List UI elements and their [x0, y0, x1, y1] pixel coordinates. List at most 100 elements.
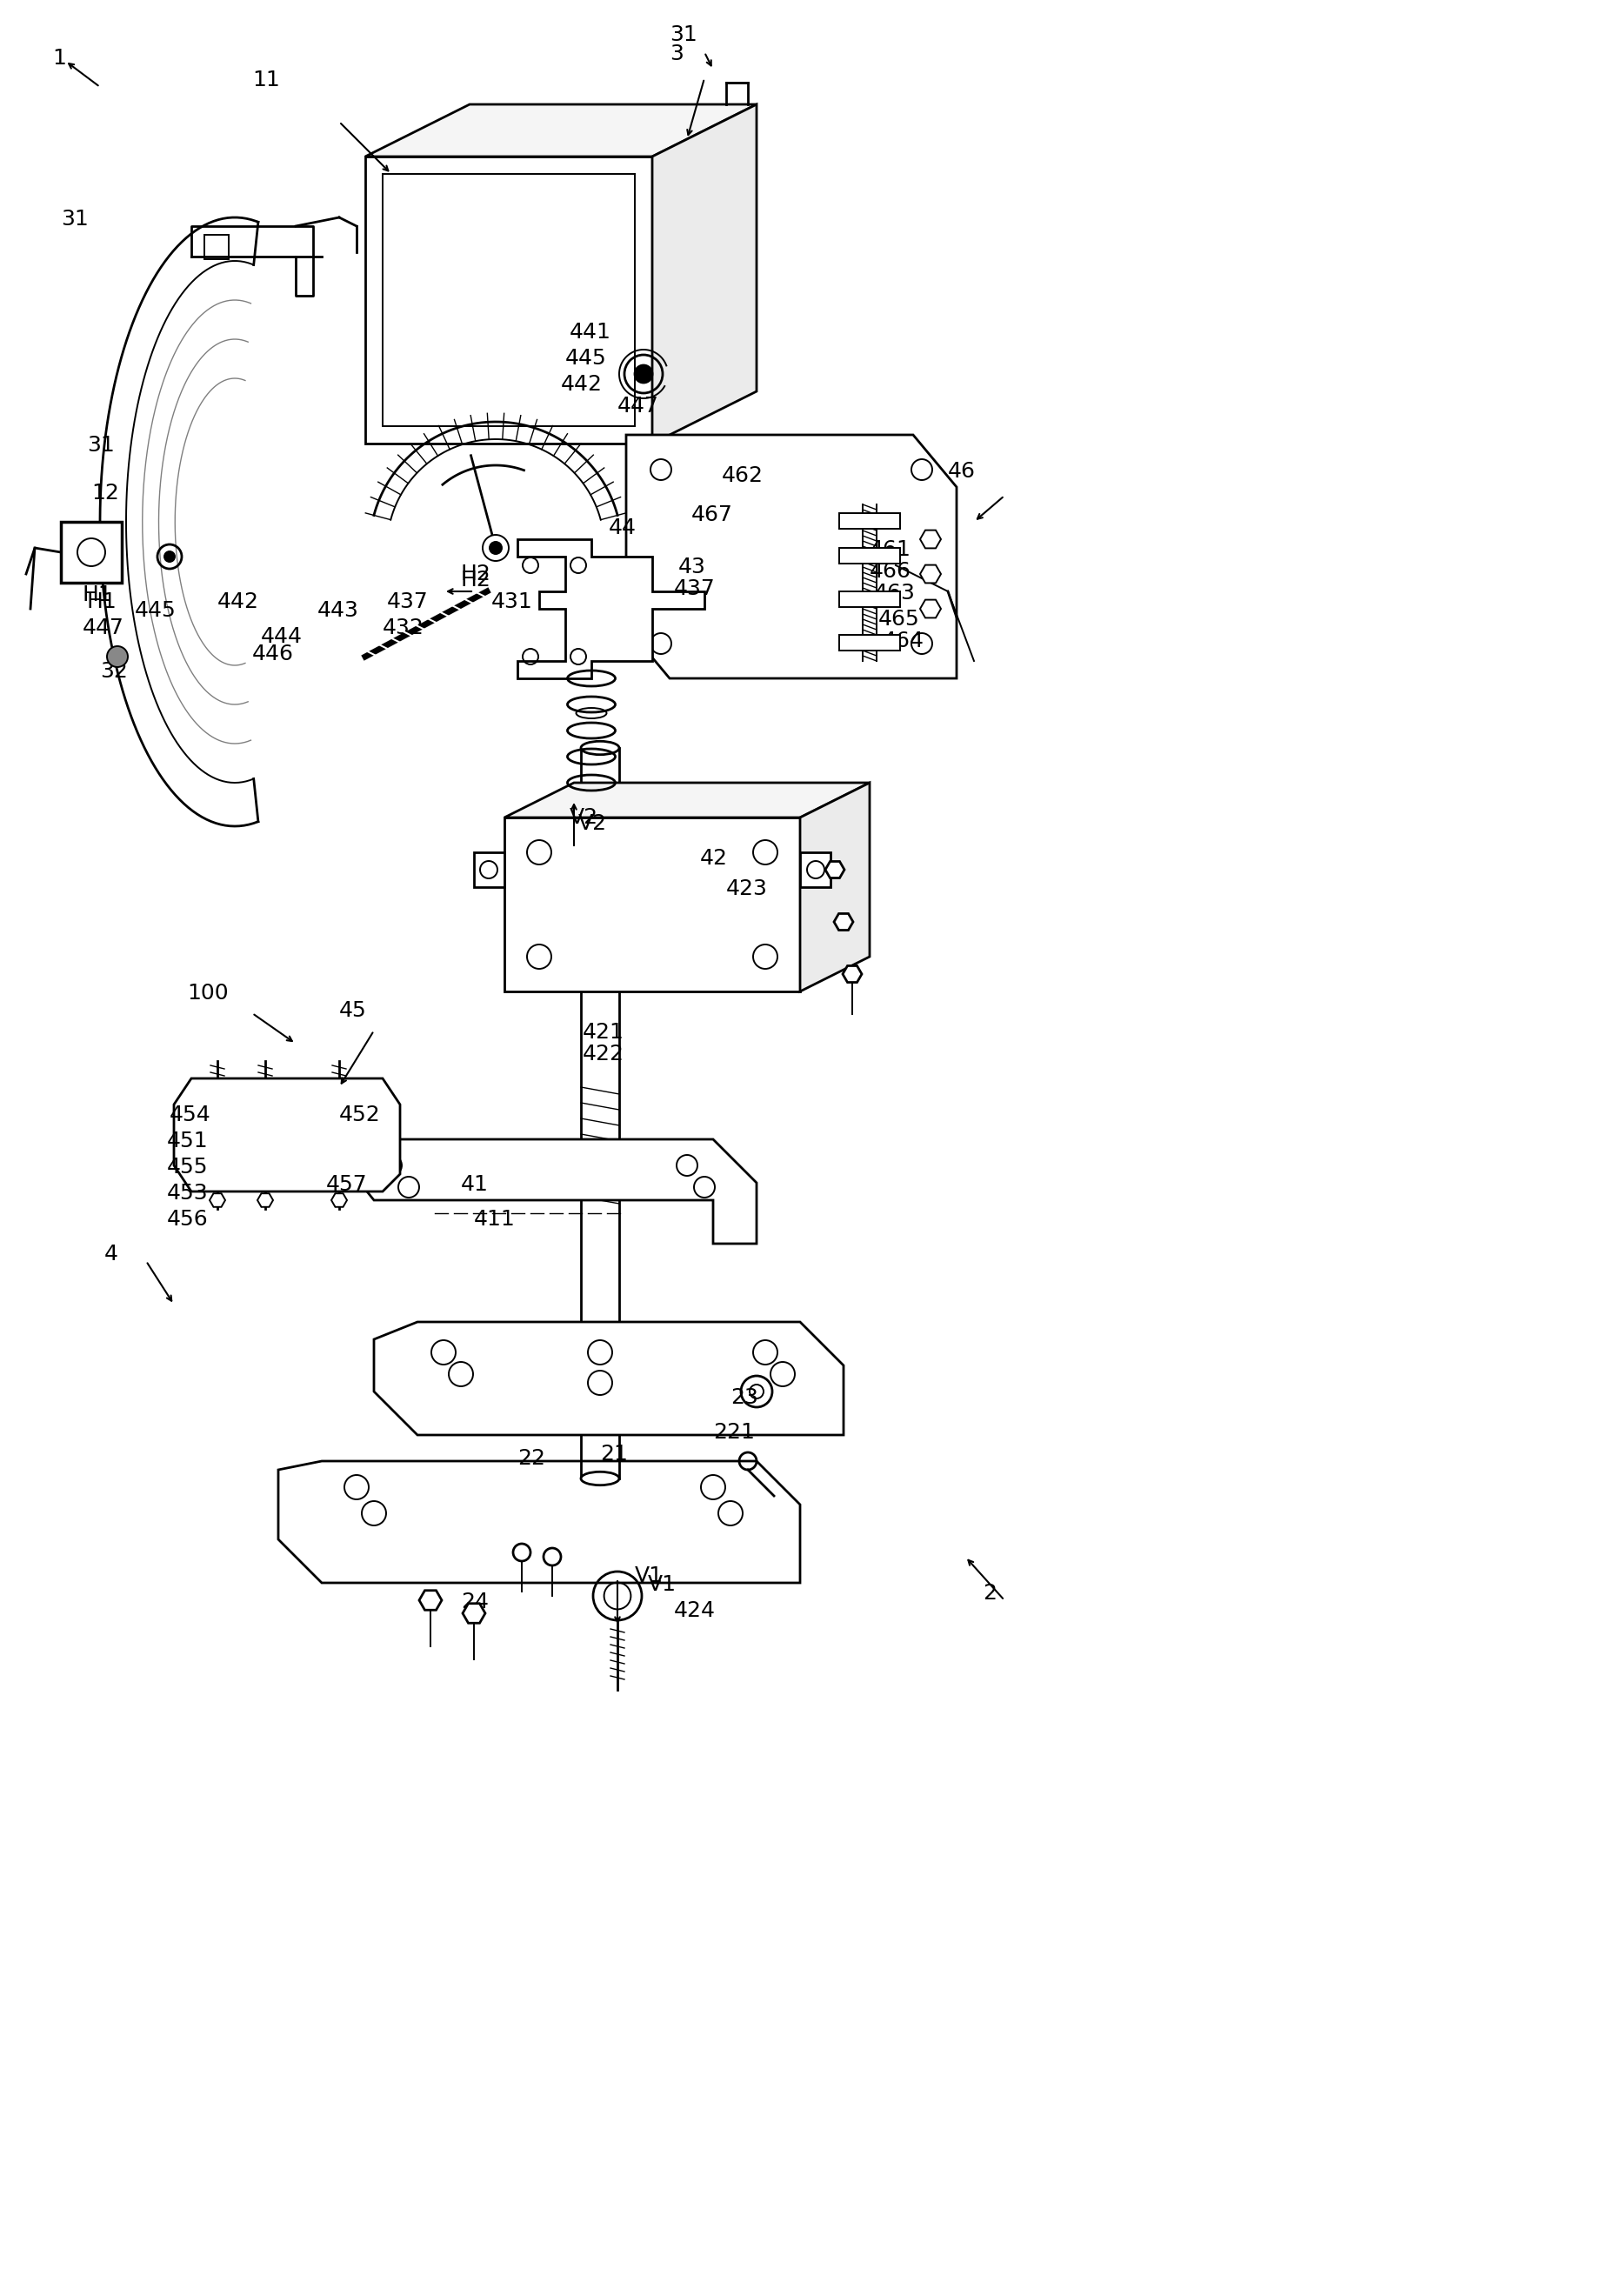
Circle shape	[636, 365, 652, 383]
Polygon shape	[375, 1322, 844, 1435]
Polygon shape	[921, 599, 941, 618]
Text: 464: 464	[882, 631, 924, 652]
Polygon shape	[839, 512, 900, 528]
Polygon shape	[279, 1460, 800, 1582]
Text: 46: 46	[948, 461, 975, 482]
Text: 411: 411	[474, 1210, 516, 1231]
Circle shape	[490, 542, 501, 553]
Circle shape	[107, 645, 128, 668]
Text: V1: V1	[648, 1575, 677, 1596]
Text: H1: H1	[83, 585, 112, 606]
Text: 21: 21	[600, 1444, 628, 1465]
Text: 432: 432	[383, 618, 424, 638]
Polygon shape	[365, 103, 757, 156]
Text: 42: 42	[700, 847, 728, 868]
Text: 444: 444	[261, 627, 303, 647]
Text: 421: 421	[583, 1022, 624, 1042]
Polygon shape	[504, 783, 869, 817]
Ellipse shape	[581, 742, 620, 755]
Text: 3: 3	[669, 44, 684, 64]
Polygon shape	[652, 103, 757, 443]
Bar	[205, 234, 229, 259]
Text: 447: 447	[618, 395, 660, 416]
Text: 466: 466	[869, 560, 911, 581]
Text: H1: H1	[86, 592, 117, 613]
Text: 452: 452	[339, 1104, 381, 1125]
Polygon shape	[258, 1194, 274, 1208]
Text: 11: 11	[253, 69, 280, 90]
Text: 457: 457	[327, 1173, 368, 1194]
Text: 463: 463	[874, 583, 916, 604]
Text: 437: 437	[674, 579, 716, 599]
Text: 24: 24	[461, 1591, 488, 1612]
Text: 451: 451	[167, 1130, 208, 1153]
Text: 437: 437	[387, 592, 429, 613]
Text: 23: 23	[730, 1387, 759, 1407]
Text: 431: 431	[492, 592, 533, 613]
Text: 453: 453	[167, 1182, 208, 1203]
Text: 100: 100	[187, 983, 229, 1003]
Polygon shape	[626, 434, 957, 677]
Polygon shape	[839, 636, 900, 650]
Text: 43: 43	[679, 556, 706, 579]
Text: 445: 445	[134, 599, 176, 620]
Text: 467: 467	[692, 505, 733, 526]
Text: 455: 455	[167, 1157, 208, 1178]
Text: 424: 424	[674, 1600, 716, 1621]
Polygon shape	[842, 967, 861, 983]
Polygon shape	[834, 914, 853, 930]
Text: 462: 462	[722, 466, 764, 487]
Text: 446: 446	[253, 643, 295, 664]
Polygon shape	[800, 783, 869, 992]
Text: V1: V1	[636, 1566, 663, 1587]
Text: 465: 465	[879, 608, 921, 629]
Circle shape	[482, 535, 509, 560]
Polygon shape	[921, 565, 941, 583]
Text: 31: 31	[86, 434, 115, 455]
Text: 423: 423	[727, 879, 768, 900]
Text: 441: 441	[570, 321, 612, 342]
Text: 456: 456	[167, 1210, 208, 1231]
Text: 443: 443	[317, 599, 359, 620]
Text: 22: 22	[517, 1449, 546, 1469]
Text: 1: 1	[53, 48, 66, 69]
Text: 2: 2	[983, 1582, 996, 1603]
Polygon shape	[504, 817, 800, 992]
Text: 445: 445	[565, 349, 607, 370]
Text: 442: 442	[560, 374, 602, 395]
Bar	[61, 521, 122, 583]
Polygon shape	[210, 1194, 226, 1208]
Text: 12: 12	[91, 482, 118, 503]
Polygon shape	[800, 852, 831, 886]
Text: 442: 442	[218, 592, 259, 613]
Ellipse shape	[581, 1472, 620, 1486]
Text: 221: 221	[712, 1421, 754, 1442]
Text: H2: H2	[461, 569, 492, 590]
Text: V2: V2	[578, 813, 607, 833]
Polygon shape	[517, 540, 704, 677]
Text: 44: 44	[608, 517, 637, 537]
Text: V2: V2	[570, 808, 599, 829]
Polygon shape	[365, 156, 652, 443]
Polygon shape	[463, 1603, 485, 1623]
Text: 4: 4	[104, 1244, 118, 1265]
Polygon shape	[331, 1194, 347, 1208]
Circle shape	[165, 551, 175, 563]
Text: 31: 31	[61, 209, 88, 230]
Text: 454: 454	[170, 1104, 211, 1125]
Text: 422: 422	[583, 1045, 624, 1065]
Text: 41: 41	[461, 1173, 488, 1194]
Polygon shape	[839, 549, 900, 563]
Text: H2: H2	[461, 563, 492, 585]
Text: 31: 31	[669, 25, 696, 46]
Polygon shape	[474, 852, 504, 886]
Polygon shape	[175, 1079, 400, 1192]
Polygon shape	[839, 592, 900, 606]
Text: 461: 461	[869, 540, 911, 560]
Polygon shape	[339, 1139, 757, 1244]
Text: 45: 45	[339, 1001, 367, 1022]
Polygon shape	[825, 861, 844, 877]
Text: 447: 447	[83, 618, 125, 638]
Text: 32: 32	[99, 661, 128, 682]
Polygon shape	[419, 1591, 442, 1609]
